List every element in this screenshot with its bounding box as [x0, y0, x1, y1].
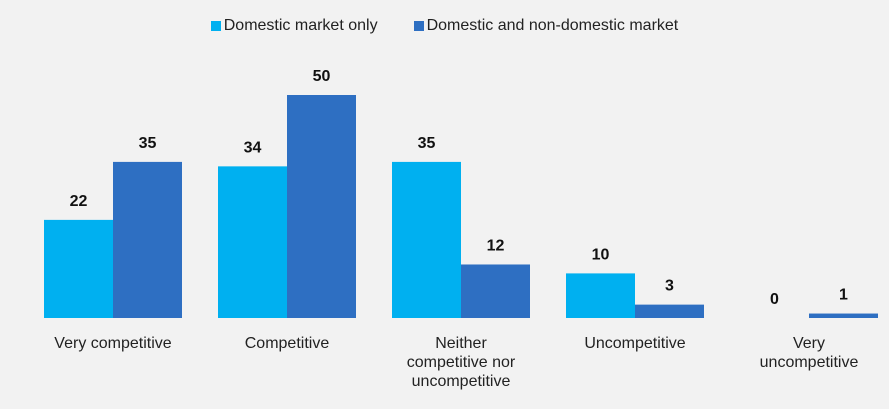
bar	[461, 264, 530, 318]
data-label: 35	[139, 135, 157, 152]
data-label: 50	[313, 68, 331, 85]
legend-item: Domestic market only	[210, 17, 378, 35]
x-tick-label: Very competitive	[54, 335, 172, 352]
legend-item: Domestic and non-domestic market	[413, 17, 679, 35]
legend-label: Domestic market only	[223, 17, 378, 34]
bar	[44, 219, 113, 318]
data-label: 1	[839, 287, 848, 304]
bar	[809, 313, 878, 318]
legend-label: Domestic and non-domestic market	[426, 17, 679, 34]
data-label: 10	[592, 246, 610, 263]
data-label: 35	[418, 135, 436, 152]
legend: Domestic market only Domestic and non-dom…	[0, 17, 889, 35]
data-label: 12	[487, 237, 505, 254]
data-label: 0	[770, 291, 779, 308]
x-tick-label: Uncompetitive	[584, 335, 686, 352]
bar	[566, 273, 635, 318]
data-label: 3	[665, 278, 674, 295]
x-tick-label: Neither competitive nor uncompetitive	[406, 335, 516, 390]
data-label: 34	[244, 139, 262, 156]
bar	[635, 304, 704, 318]
legend-swatch	[210, 21, 221, 31]
data-label: 22	[70, 193, 88, 210]
x-tick-label: Very uncompetitive	[759, 335, 859, 371]
bar	[113, 161, 182, 318]
bar	[218, 166, 287, 318]
x-tick-label: Competitive	[244, 335, 330, 352]
legend-swatch	[413, 21, 424, 31]
bar	[392, 161, 461, 318]
bar	[287, 95, 356, 318]
